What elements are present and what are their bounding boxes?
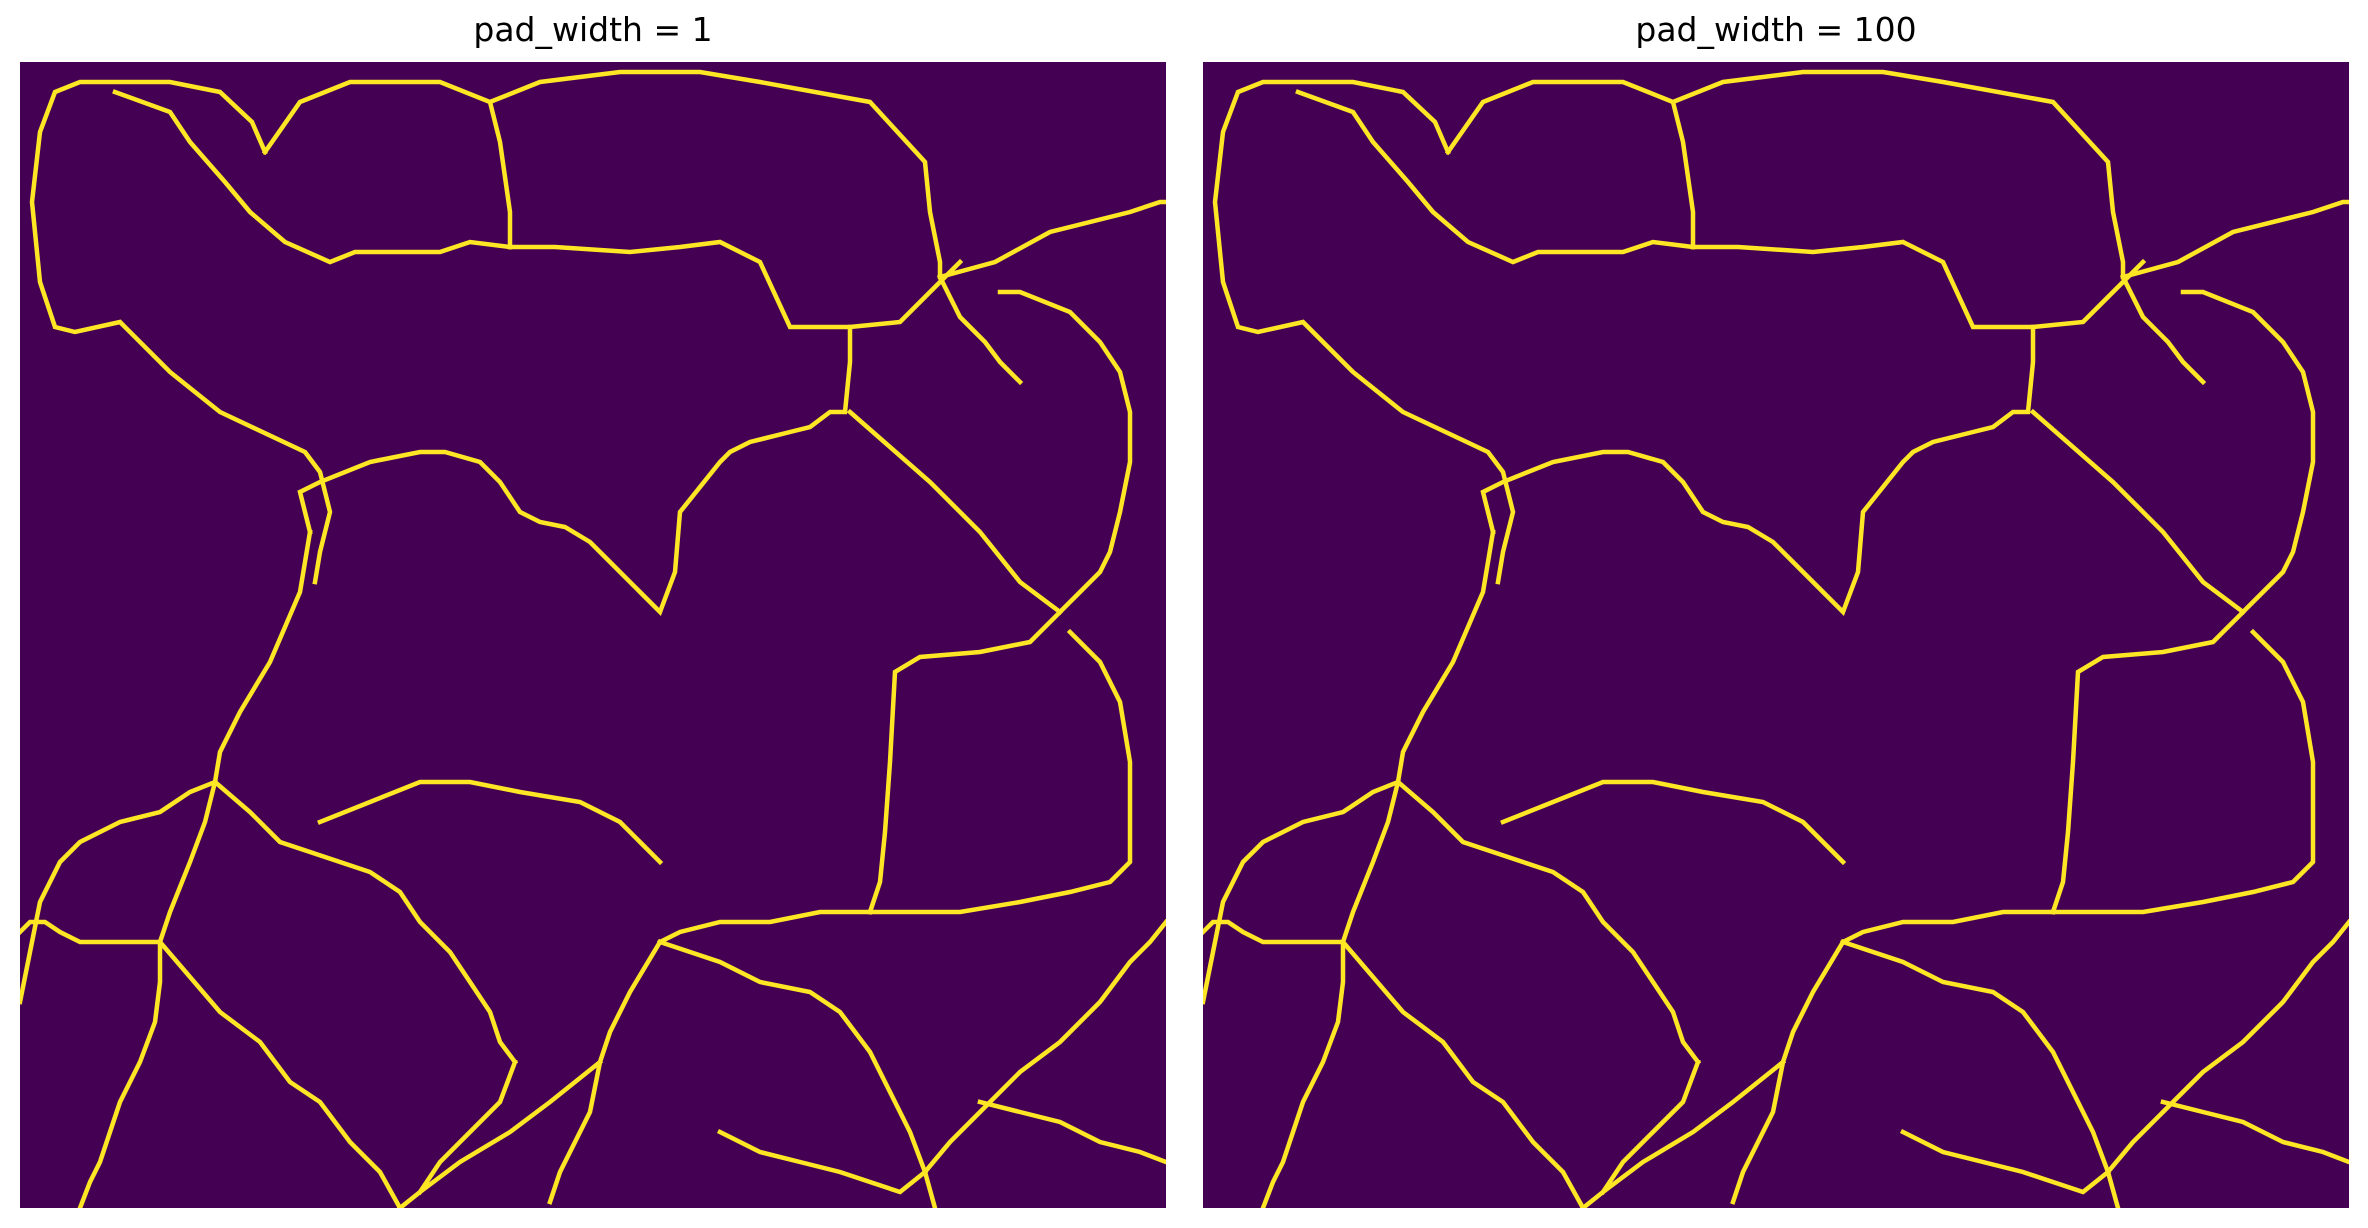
region-boundary bbox=[317, 779, 664, 866]
image-background bbox=[20, 62, 1166, 1208]
region-boundary bbox=[20, 779, 218, 1005]
region-boundary bbox=[416, 1059, 518, 1196]
region-boundary bbox=[1203, 779, 1401, 945]
region-boundary bbox=[1599, 1059, 1701, 1196]
region-boundary bbox=[977, 1099, 1166, 1165]
region-boundary bbox=[1579, 1058, 1787, 1208]
region-boundary bbox=[1203, 779, 1401, 1005]
region-boundary bbox=[867, 608, 1064, 915]
region-boundary bbox=[921, 918, 1166, 1176]
region-boundary bbox=[1212, 79, 1516, 585]
region-boundary bbox=[29, 79, 333, 585]
region-boundary bbox=[396, 1058, 604, 1208]
region-boundary bbox=[212, 529, 313, 785]
region-boundary bbox=[867, 628, 1133, 915]
region-boundary bbox=[2104, 918, 2349, 1176]
region-boundary bbox=[1444, 79, 1696, 250]
region-boundary bbox=[936, 273, 1024, 386]
region-boundary bbox=[20, 779, 218, 945]
region-boundary bbox=[1295, 89, 1696, 265]
region-boundary bbox=[937, 199, 1166, 280]
region-boundary bbox=[1899, 1128, 2112, 1195]
panel-title-right: pad_width = 100 bbox=[1635, 10, 1917, 49]
region-boundary bbox=[2050, 608, 2247, 915]
region-boundary bbox=[657, 939, 938, 1208]
region-boundary bbox=[77, 939, 163, 1208]
segmentation-image-left bbox=[20, 62, 1166, 1208]
region-boundary bbox=[1260, 939, 1346, 1208]
region-boundary bbox=[297, 324, 853, 617]
region-boundary bbox=[1339, 938, 1586, 1208]
region-boundary bbox=[1839, 909, 2056, 946]
region-boundary bbox=[656, 909, 873, 946]
region-boundary bbox=[846, 408, 1064, 616]
region-boundary bbox=[997, 289, 1133, 616]
segmentation-image-right bbox=[1203, 62, 2349, 1208]
region-boundary bbox=[716, 1128, 929, 1195]
region-boundary bbox=[2160, 1099, 2349, 1165]
region-boundary bbox=[112, 89, 513, 265]
region-boundary bbox=[1394, 778, 1702, 1066]
region-boundary bbox=[1500, 779, 1847, 866]
panel-title-left: pad_width = 1 bbox=[473, 10, 713, 49]
region-boundary bbox=[1480, 324, 2036, 617]
region-boundary bbox=[1730, 938, 1847, 1205]
region-boundary bbox=[2180, 289, 2316, 616]
region-boundary bbox=[1690, 239, 2147, 330]
region-boundary bbox=[547, 938, 664, 1205]
region-boundary bbox=[261, 79, 513, 250]
region-boundary bbox=[1840, 939, 2121, 1208]
region-boundaries bbox=[1203, 69, 2349, 1208]
image-background bbox=[1203, 62, 2349, 1208]
region-boundary bbox=[2050, 628, 2316, 915]
region-boundary bbox=[2119, 273, 2207, 386]
region-boundary bbox=[2029, 408, 2247, 616]
region-boundary bbox=[507, 239, 964, 330]
region-boundaries bbox=[20, 69, 1166, 1208]
region-boundary bbox=[156, 938, 403, 1208]
region-boundary bbox=[2120, 199, 2349, 280]
region-boundary bbox=[211, 778, 519, 1066]
region-boundary bbox=[1395, 529, 1496, 785]
region-boundary bbox=[1670, 69, 2126, 280]
region-boundary bbox=[487, 69, 943, 280]
